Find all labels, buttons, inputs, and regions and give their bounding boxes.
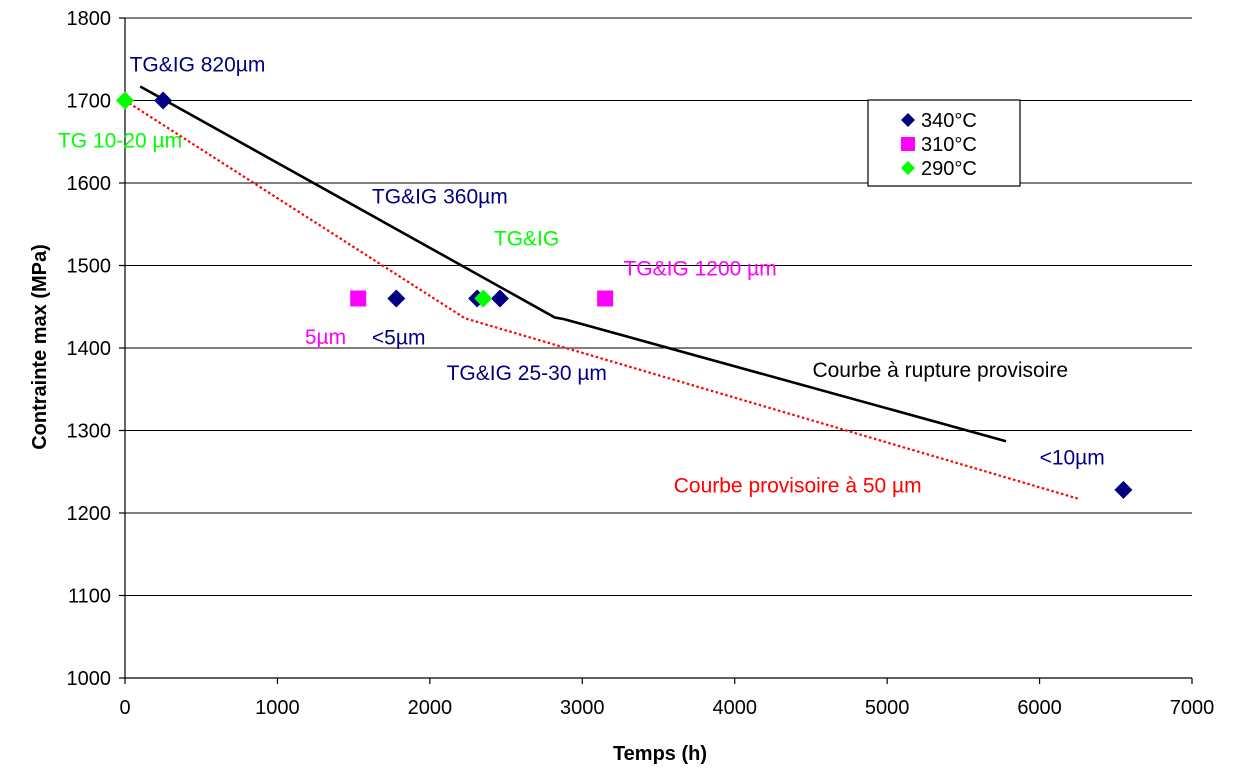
provisional-50um-curve: [124, 99, 1080, 501]
grid-lines: [125, 17, 1192, 679]
y-tick-label: 1500: [67, 256, 112, 278]
legend-marker: [901, 161, 915, 175]
x-tick-label: 3000: [560, 697, 605, 719]
annotation-label: TG&IG 1200 µm: [623, 257, 776, 280]
annotation-label: <5µm: [372, 327, 426, 350]
y-tick-label: 1400: [67, 338, 112, 360]
y-tick-label: 1700: [67, 91, 112, 113]
legend-label: 310°C: [921, 134, 977, 156]
point-310c: [597, 290, 614, 307]
y-tick-label: 1600: [67, 173, 112, 195]
y-tick-label: 1000: [67, 668, 112, 690]
y-tick-labels: 1000 1100 1200 1300 1400 1500 1600 1700 1800: [67, 8, 112, 690]
legend-marker: [901, 137, 915, 151]
legend-label: 290°C: [921, 158, 977, 180]
legend-label: 340°C: [921, 110, 977, 132]
x-tick-label: 5000: [865, 697, 910, 719]
point-290c: [116, 91, 134, 110]
annotation-label: TG&IG 25-30 µm: [447, 362, 607, 385]
point-290c: [474, 289, 493, 308]
y-tick-label: 1100: [68, 586, 111, 608]
x-tick-label: 2000: [408, 697, 453, 719]
y-tick-label: 1300: [67, 421, 112, 443]
point-340c: [1114, 480, 1133, 499]
data-points: [116, 91, 1133, 499]
x-tick-label: 7000: [1170, 697, 1215, 719]
y-tick-label: 1200: [67, 503, 112, 525]
y-tick-label: 1800: [67, 8, 112, 30]
trend-lines: [124, 85, 1080, 501]
y-axis-title: Contrainte max (MPa): [29, 244, 51, 450]
legend-marker: [901, 113, 915, 127]
annotation-label: 5µm: [305, 326, 346, 349]
provisional-rupture-curve: [139, 85, 1007, 443]
annotations: TG&IG 820µm TG 10-20 µm TG&IG 360µm TG&IG TG…: [58, 54, 1105, 498]
annotation-label: <10µm: [1040, 446, 1105, 469]
x-tick-label: 1000: [255, 697, 300, 719]
point-310c: [350, 290, 367, 307]
annotation-label: Courbe provisoire à 50 µm: [674, 474, 922, 497]
point-340c: [154, 91, 173, 110]
axes: [119, 17, 1193, 684]
annotation-label: TG&IG 360µm: [372, 186, 508, 209]
annotation-label: TG&IG: [494, 228, 559, 251]
x-tick-label: 4000: [712, 697, 757, 719]
legend-box: [867, 99, 1021, 187]
point-340c: [387, 289, 406, 308]
x-tick-label: 6000: [1017, 697, 1062, 719]
point-340c: [490, 289, 509, 308]
annotation-label: TG&IG 820µm: [130, 54, 266, 77]
x-tick-labels: 0 1000 2000 3000 4000 5000 6000 7000: [119, 697, 1214, 719]
annotation-label: Courbe à rupture provisoire: [812, 359, 1068, 382]
annotation-label: TG 10-20 µm: [58, 130, 182, 153]
x-tick-label: 0: [119, 697, 130, 719]
x-axis-title: Temps (h): [613, 743, 707, 765]
